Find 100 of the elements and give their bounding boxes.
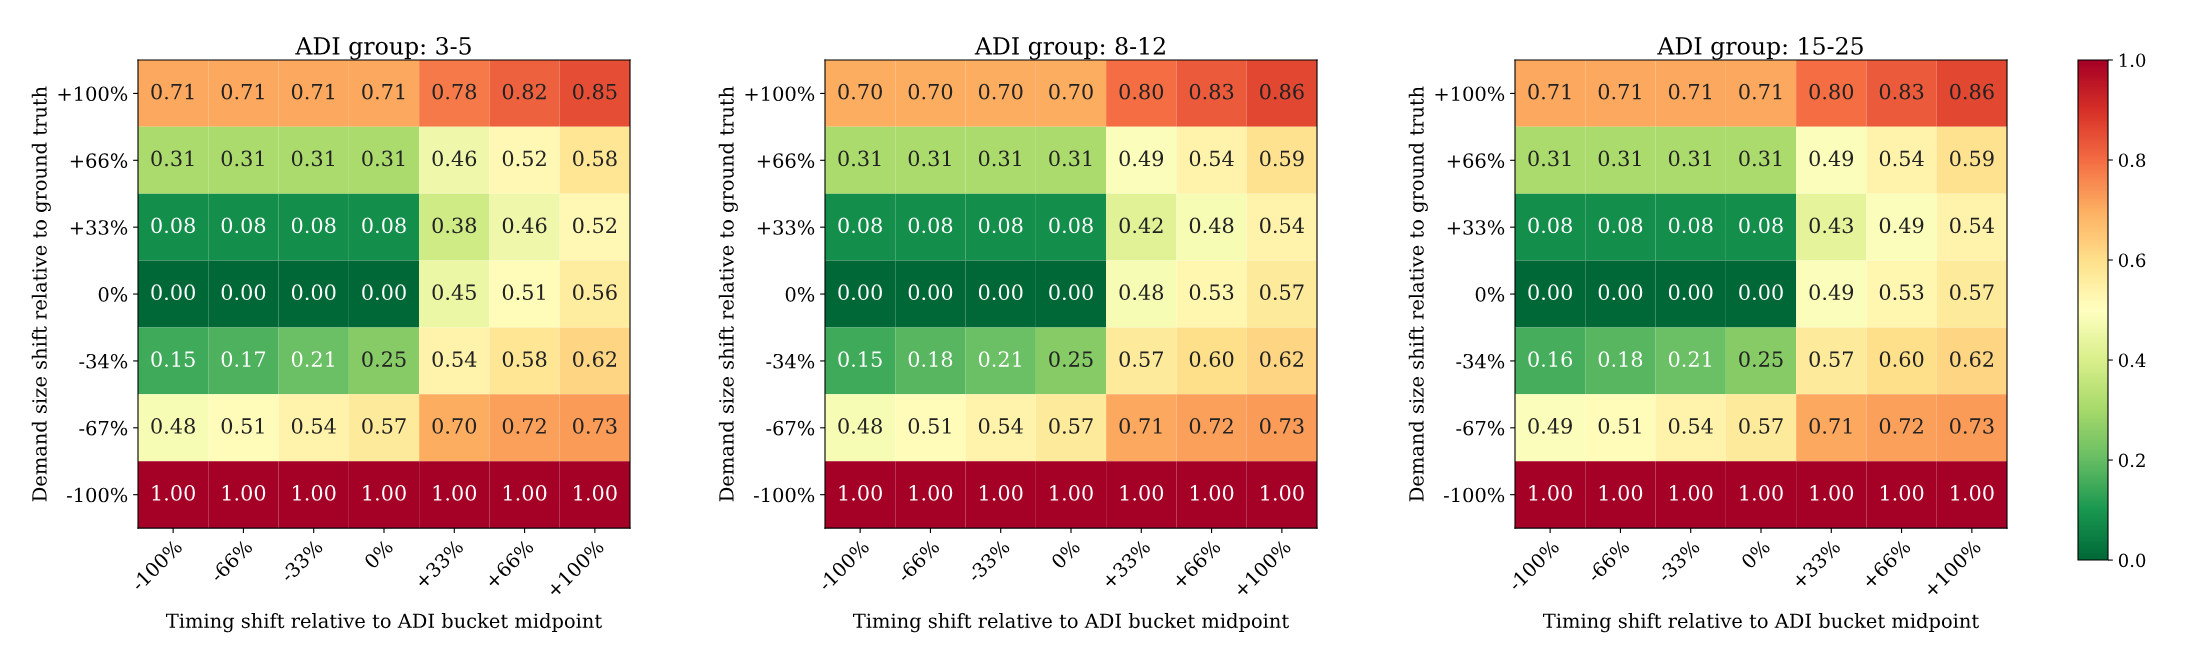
data-label: 0.00 <box>1598 284 1643 301</box>
data-label: 0.54 <box>1879 150 1924 167</box>
data-label: 0.52 <box>502 150 546 167</box>
color-bar-label: 0.4 <box>2118 353 2146 368</box>
data-label: 0.46 <box>432 150 477 167</box>
data-label: 0.51 <box>502 284 545 301</box>
data-label: 0.49 <box>1119 150 1164 167</box>
chart-title: ADI group: 15-25 <box>1657 36 1863 60</box>
data-label: 0.31 <box>1049 150 1092 167</box>
data-label: 0.57 <box>1950 284 1994 301</box>
data-label: 0.70 <box>978 83 1023 100</box>
data-label: 0.00 <box>362 284 406 301</box>
data-label: 0.57 <box>1119 351 1163 367</box>
data-label: 0.00 <box>1668 284 1713 301</box>
data-label: 0.71 <box>221 83 264 100</box>
data-label: 0.80 <box>1119 83 1164 100</box>
data-label: 0.51 <box>908 418 951 434</box>
data-label: 0.54 <box>1950 217 1994 234</box>
data-label: 0.54 <box>432 351 477 367</box>
color-bar-label: 0.0 <box>2118 553 2146 568</box>
y-tick-label: +100% <box>58 86 128 102</box>
y-tick-label: -34% <box>766 353 815 369</box>
x-axis-title: Timing shift relative to ADI bucket midpoint <box>1543 613 1980 633</box>
data-label: 0.60 <box>1879 351 1924 367</box>
data-label: 0.48 <box>151 418 195 434</box>
y-tick-label: 0% <box>1475 287 1505 302</box>
color-bar-label: 0.2 <box>2118 453 2145 468</box>
data-label: 1.00 <box>503 484 547 501</box>
data-label: 0.71 <box>362 83 405 100</box>
y-tick-label: -100% <box>66 487 128 503</box>
data-label: 1.00 <box>1670 484 1713 501</box>
data-label: 0.00 <box>838 284 882 301</box>
data-label: 0.72 <box>1879 418 1923 434</box>
y-axis-title: Demand size shift relative to ground truth <box>1408 86 1428 502</box>
data-label: 0.25 <box>362 351 406 367</box>
data-label: 0.08 <box>291 217 336 234</box>
data-label: 0.08 <box>1528 217 1572 234</box>
data-label: 0.25 <box>1739 351 1783 367</box>
y-tick-label: -34% <box>1456 353 1505 369</box>
data-label: 0.08 <box>151 217 195 234</box>
x-tick-label: 0% <box>1050 538 1081 570</box>
data-label: 0.86 <box>1260 83 1304 100</box>
y-tick-label: -67% <box>766 420 815 436</box>
y-tick-label: 0% <box>785 287 815 302</box>
data-label: 0.70 <box>908 83 953 100</box>
data-label: 0.54 <box>1189 150 1234 167</box>
data-label: 0.71 <box>1739 83 1782 100</box>
data-label: 0.83 <box>1879 83 1924 100</box>
data-label: 0.51 <box>221 418 264 434</box>
data-label: 0.62 <box>1260 351 1304 367</box>
data-label: 1.00 <box>1810 484 1854 501</box>
data-label: 0.71 <box>1119 418 1162 434</box>
data-label: 0.48 <box>838 418 882 434</box>
data-label: 1.00 <box>574 484 617 501</box>
y-tick-label: -67% <box>79 420 128 436</box>
data-label: 0.15 <box>838 351 882 367</box>
data-label: 0.49 <box>1809 150 1854 167</box>
data-label: 0.71 <box>291 83 334 100</box>
data-label: 0.43 <box>1809 217 1853 234</box>
data-label: 1.00 <box>1120 484 1164 501</box>
data-label: 0.59 <box>1950 150 1994 167</box>
data-label: 0.31 <box>1668 150 1711 167</box>
data-label: 0.08 <box>1598 217 1643 234</box>
data-label: 0.15 <box>151 351 195 367</box>
data-label: 0.31 <box>291 150 334 167</box>
color-bar-label: 0.6 <box>2118 253 2146 268</box>
data-label: 0.54 <box>1260 217 1304 234</box>
data-label: 0.18 <box>908 351 953 367</box>
data-label: 0.70 <box>1049 83 1093 100</box>
data-label: 0.51 <box>1598 418 1641 434</box>
data-label: 0.00 <box>908 284 953 301</box>
data-label: 1.00 <box>363 484 406 501</box>
x-tick-label: 0% <box>1740 538 1771 570</box>
data-label: 0.08 <box>1668 217 1713 234</box>
data-label: 0.16 <box>1528 351 1573 367</box>
y-tick-label: +33% <box>1447 220 1505 235</box>
data-label: 0.73 <box>573 418 617 434</box>
data-label: 0.31 <box>978 150 1021 167</box>
data-label: 0.00 <box>151 284 195 301</box>
y-tick-label: -34% <box>79 353 128 369</box>
x-axis-title: Timing shift relative to ADI bucket midpoint <box>853 613 1290 633</box>
data-label: 0.00 <box>978 284 1023 301</box>
data-label: 0.86 <box>1950 83 1994 100</box>
data-label: 0.54 <box>1668 418 1713 434</box>
data-label: 0.57 <box>1809 351 1853 367</box>
data-label: 0.72 <box>1189 418 1233 434</box>
data-label: 0.71 <box>151 83 194 100</box>
data-label: 0.17 <box>221 351 266 367</box>
y-tick-label: +66% <box>1447 153 1505 168</box>
data-label: 0.49 <box>1879 217 1924 234</box>
data-label: 1.00 <box>839 484 882 501</box>
data-label: 0.57 <box>1739 418 1783 434</box>
data-label: 1.00 <box>152 484 195 501</box>
data-label: 1.00 <box>433 484 477 501</box>
data-label: 1.00 <box>293 484 336 501</box>
data-label: 0.31 <box>362 150 405 167</box>
data-label: 0.71 <box>1528 83 1571 100</box>
y-axis-title: Demand size shift relative to ground truth <box>718 86 738 502</box>
data-label: 0.78 <box>432 83 477 100</box>
data-label: 0.38 <box>432 217 477 234</box>
